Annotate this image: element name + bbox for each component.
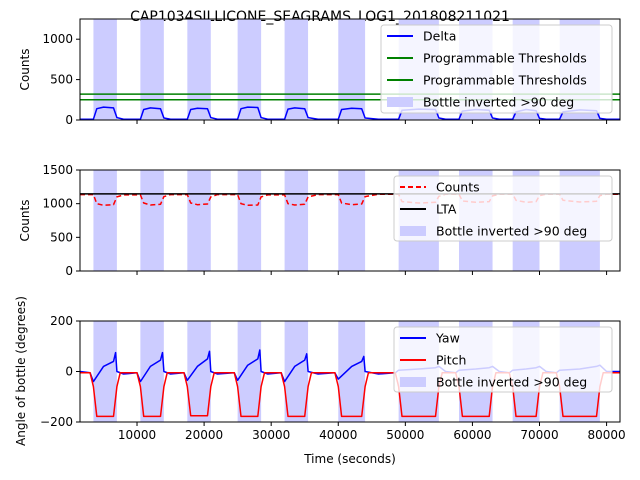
legend-box (393, 175, 613, 242)
x-tick-label: 10000 (118, 428, 156, 442)
legend: Counts LTA Bottle inverted >90 deg (393, 175, 613, 242)
legend-label: Pitch (436, 353, 466, 368)
legend-swatch-patch (400, 226, 426, 236)
y-axis-label: Counts (18, 200, 32, 242)
legend-label: Programmable Thresholds (423, 73, 587, 88)
axes-frame (79, 169, 621, 272)
y-tick-label: 1000 (42, 197, 73, 211)
legend-label: Programmable Thresholds (423, 51, 587, 66)
x-tick-label: 20000 (185, 428, 223, 442)
shaded-region (187, 19, 211, 120)
y-tick-label: 1500 (42, 163, 73, 177)
shaded-region (237, 321, 262, 422)
shaded-region (93, 19, 117, 120)
y-tick-label: 0 (65, 365, 73, 379)
shaded-region (93, 170, 117, 271)
legend-label: Yaw (435, 331, 460, 346)
shaded-region (338, 19, 366, 120)
legend: Delta Programmable Thresholds Programmable… (380, 24, 613, 114)
series-line-pitch (80, 372, 620, 418)
legend-box (380, 24, 613, 114)
x-tick-label: 30000 (252, 428, 290, 442)
shaded-region (237, 19, 262, 120)
shaded-region (284, 321, 309, 422)
shaded-region (237, 170, 262, 271)
shaded-region (284, 19, 309, 120)
y-tick-label: 1000 (42, 32, 73, 46)
legend-label: LTA (436, 202, 457, 217)
shaded-region (187, 170, 211, 271)
panel-3: 10000 20000 30000 40000 50000 60000 70000 80000… (14, 296, 626, 466)
shaded-region (140, 19, 164, 120)
y-tick-label: −200 (40, 415, 73, 429)
y-tick-label: 500 (50, 230, 73, 244)
legend-swatch-patch (387, 97, 413, 107)
shaded-region (140, 170, 164, 271)
x-tick-label: 80000 (587, 428, 625, 442)
axes-frame (79, 18, 621, 121)
panel-2: 0 500 1000 1500 Counts Counts LTA Bottle invert… (18, 163, 621, 278)
legend: Yaw Pitch Bottle inverted >90 deg (393, 326, 613, 393)
x-axis-label: Time (seconds) (303, 452, 396, 466)
legend-label: Counts (436, 180, 480, 195)
y-tick-label: 0 (65, 264, 73, 278)
y-axis-label: Angle of bottle (degrees) (14, 296, 28, 446)
shaded-region (140, 321, 164, 422)
y-tick-label: 200 (50, 314, 73, 328)
figure-title: CAP1034SILLICONE_SEAGRAMS_LOG1_201808211… (130, 9, 510, 25)
x-tick-label: 50000 (386, 428, 424, 442)
shaded-region (93, 321, 117, 422)
x-tick-label: 60000 (453, 428, 491, 442)
legend-label: Bottle inverted >90 deg (436, 375, 587, 390)
x-tick-label: 40000 (319, 428, 357, 442)
shaded-region (284, 170, 309, 271)
legend-box (393, 326, 613, 393)
legend-label: Bottle inverted >90 deg (436, 224, 587, 239)
y-axis-label: Counts (18, 49, 32, 91)
shaded-region (187, 321, 211, 422)
shaded-region (338, 321, 366, 422)
legend-label: Bottle inverted >90 deg (423, 95, 574, 110)
y-tick-label: 500 (50, 73, 73, 87)
x-tick-label: 70000 (520, 428, 558, 442)
legend-label: Delta (423, 29, 456, 44)
panel-1: 0 500 1000 Counts Delta Programmable Threshol… (18, 18, 621, 127)
legend-swatch-patch (400, 377, 426, 387)
y-tick-label: 0 (65, 113, 73, 127)
shaded-region (338, 170, 366, 271)
